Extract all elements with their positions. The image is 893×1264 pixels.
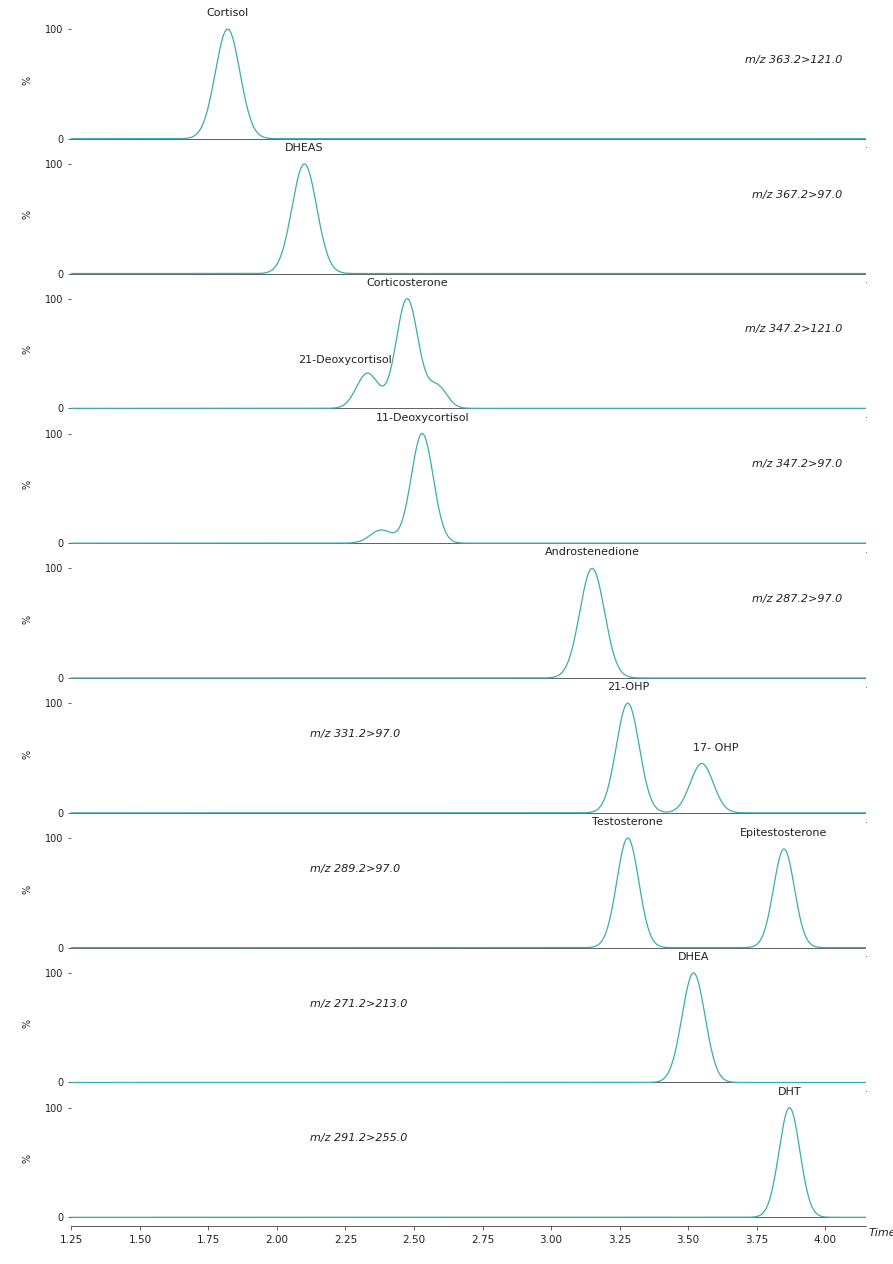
Text: Corticosterone: Corticosterone xyxy=(366,278,448,288)
Text: %: % xyxy=(22,480,33,489)
Text: %: % xyxy=(22,1019,33,1029)
Text: m/z 289.2>97.0: m/z 289.2>97.0 xyxy=(310,863,400,873)
Text: Testosterone: Testosterone xyxy=(592,817,663,827)
Text: m/z 331.2>97.0: m/z 331.2>97.0 xyxy=(310,729,400,739)
Text: m/z 367.2>97.0: m/z 367.2>97.0 xyxy=(752,190,842,200)
Text: Time: Time xyxy=(869,1227,893,1237)
Text: m/z 347.2>121.0: m/z 347.2>121.0 xyxy=(745,325,842,335)
Text: DHT: DHT xyxy=(778,1087,801,1097)
Text: m/z 271.2>213.0: m/z 271.2>213.0 xyxy=(310,999,407,1009)
Text: m/z 291.2>255.0: m/z 291.2>255.0 xyxy=(310,1134,407,1144)
Text: %: % xyxy=(22,345,33,354)
Text: %: % xyxy=(22,885,33,894)
Text: 21-Deoxycortisol: 21-Deoxycortisol xyxy=(298,354,392,364)
Text: m/z 347.2>97.0: m/z 347.2>97.0 xyxy=(752,459,842,469)
Text: 11-Deoxycortisol: 11-Deoxycortisol xyxy=(375,412,469,422)
Text: Androstenedione: Androstenedione xyxy=(545,547,639,557)
Text: DHEA: DHEA xyxy=(678,952,709,962)
Text: m/z 363.2>121.0: m/z 363.2>121.0 xyxy=(745,54,842,64)
Text: m/z 287.2>97.0: m/z 287.2>97.0 xyxy=(752,594,842,604)
Text: DHEAS: DHEAS xyxy=(285,143,323,153)
Text: %: % xyxy=(22,210,33,220)
Text: %: % xyxy=(22,1154,33,1163)
Text: Cortisol: Cortisol xyxy=(206,8,249,18)
Text: Epitestosterone: Epitestosterone xyxy=(740,828,828,838)
Text: 21-OHP: 21-OHP xyxy=(606,683,649,693)
Text: %: % xyxy=(22,614,33,624)
Text: %: % xyxy=(22,750,33,758)
Text: %: % xyxy=(22,76,33,85)
Text: 17- OHP: 17- OHP xyxy=(693,742,739,752)
